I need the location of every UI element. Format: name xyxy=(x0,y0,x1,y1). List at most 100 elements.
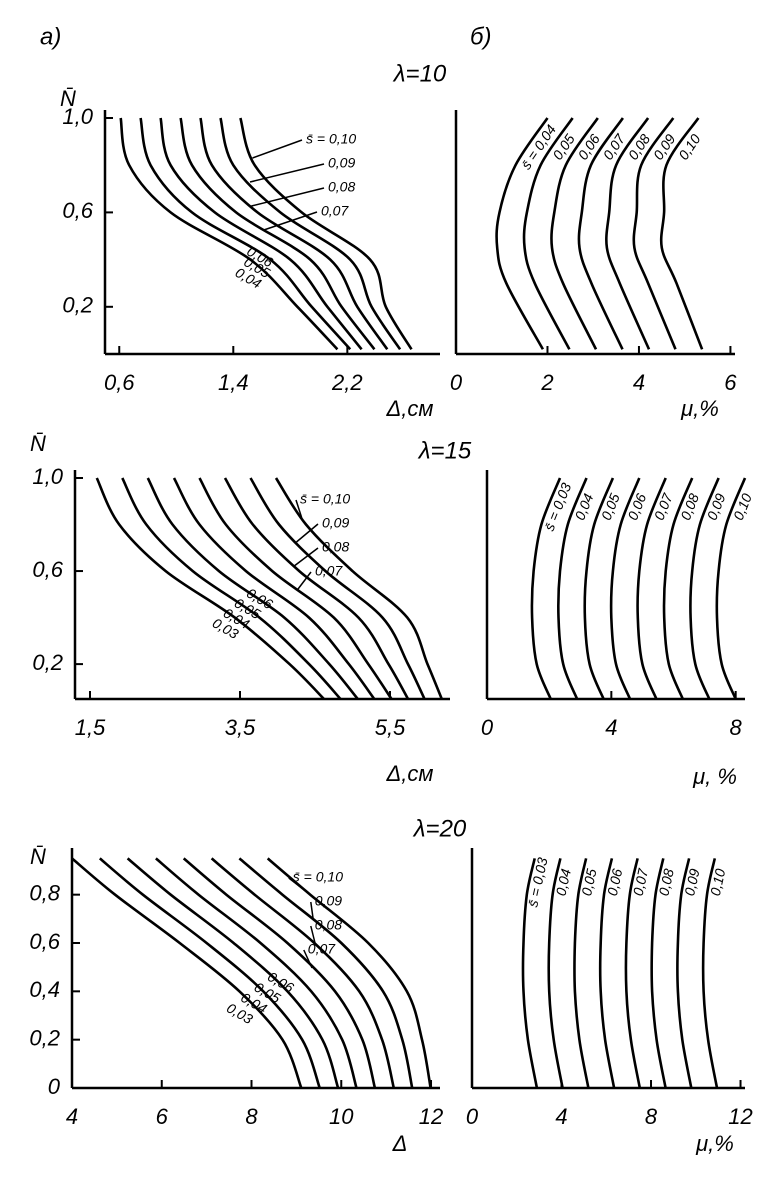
curve xyxy=(172,477,376,700)
curve xyxy=(573,858,590,1089)
x-tick-label: 2,2 xyxy=(331,370,363,395)
x-tick-label: 0 xyxy=(481,715,494,740)
curve xyxy=(583,477,615,700)
y-tick-label: 0,6 xyxy=(32,557,63,582)
curve-label: 0,08 xyxy=(677,491,702,522)
curve-label: 0,08 xyxy=(625,131,654,163)
y-tick-label: 0,8 xyxy=(29,880,60,905)
x-axis-label: μ,% xyxy=(695,1131,734,1156)
panel-label: а) xyxy=(40,23,61,50)
curve xyxy=(650,858,667,1089)
leader-line xyxy=(293,547,319,567)
curve xyxy=(624,858,642,1089)
curve-label: 0,06 xyxy=(624,491,649,522)
curve-label: 0,09 xyxy=(704,491,729,522)
curve-label: 0,10 xyxy=(730,491,755,522)
curve xyxy=(662,477,694,700)
y-tick-label: 0,6 xyxy=(29,929,60,954)
x-tick-label: 4 xyxy=(605,715,617,740)
x-tick-label: 0,6 xyxy=(104,370,135,395)
curve-label: 0,05 xyxy=(598,491,623,522)
leader-line xyxy=(295,523,319,543)
curve-label: 0,08 xyxy=(322,539,349,555)
curve-label: 0,10 xyxy=(675,131,704,163)
x-tick-label: 4 xyxy=(633,370,645,395)
curve-label: s̄ = 0,10 xyxy=(293,869,343,885)
curve xyxy=(199,117,389,351)
curve xyxy=(159,117,363,351)
curve xyxy=(530,477,562,700)
curve xyxy=(609,477,641,700)
curve xyxy=(274,477,444,700)
curve xyxy=(522,117,574,350)
curve-label: 0,07 xyxy=(321,203,349,219)
curve xyxy=(495,117,549,350)
curve xyxy=(98,857,321,1089)
curve xyxy=(598,858,616,1089)
x-tick-label: 0 xyxy=(466,1104,479,1129)
curve-label: 0,09 xyxy=(650,131,679,163)
y-tick-label: 1,0 xyxy=(32,464,63,489)
y-tick-label: 0,2 xyxy=(29,1025,60,1050)
x-tick-label: 2 xyxy=(540,370,553,395)
curve xyxy=(95,477,325,700)
x-tick-label: 6 xyxy=(724,370,737,395)
curve xyxy=(126,857,340,1089)
y-tick-label: 0,6 xyxy=(62,198,93,223)
curve-label: 0,07 xyxy=(651,490,676,522)
curve xyxy=(198,477,393,700)
curve xyxy=(239,117,413,350)
curve xyxy=(547,858,564,1089)
curve-label: 0,09 xyxy=(328,155,355,171)
x-tick-label: 10 xyxy=(329,1104,354,1129)
curve-label: 0,08 xyxy=(328,179,355,195)
curve xyxy=(521,858,539,1089)
x-tick-label: 5,5 xyxy=(375,715,406,740)
leader-line xyxy=(310,925,316,945)
curve-label: 0,08 xyxy=(655,867,676,897)
curve-label: s̄ = 0,03 xyxy=(524,856,550,909)
x-tick-label: 8 xyxy=(645,1104,658,1129)
row-title: λ=15 xyxy=(417,437,472,464)
curve-label: 0,07 xyxy=(600,130,629,163)
curve-label: s̄ = 0,03 xyxy=(541,480,575,533)
leader-line xyxy=(249,163,325,183)
curve-label: s̄ = 0,10 xyxy=(306,131,356,147)
x-tick-label: 1,4 xyxy=(218,370,249,395)
x-axis-label: Δ,см xyxy=(386,761,434,786)
x-axis-label: Δ xyxy=(392,1131,408,1156)
curve-label: 0,08 xyxy=(315,917,342,933)
curve-label: 0,09 xyxy=(322,515,349,531)
curve-label: 0,06 xyxy=(604,867,625,897)
curve xyxy=(146,477,359,700)
curve-label: 0,10 xyxy=(707,867,728,897)
curve-label: 0,09 xyxy=(681,867,702,897)
curve xyxy=(71,857,303,1089)
leader-line xyxy=(252,139,303,159)
leader-line xyxy=(303,949,313,969)
curve-label: 0,04 xyxy=(571,491,596,522)
x-tick-label: 4 xyxy=(66,1104,78,1129)
curve xyxy=(659,117,704,350)
curve xyxy=(210,857,396,1089)
leader-line xyxy=(295,499,303,519)
curve xyxy=(223,477,410,700)
x-tick-label: 1,5 xyxy=(75,715,106,740)
panel-label: б) xyxy=(470,23,492,50)
y-tick-label: 0,2 xyxy=(62,293,93,318)
y-axis-label: N̄ xyxy=(30,431,46,456)
curve xyxy=(701,858,719,1089)
curve xyxy=(605,117,651,350)
curve xyxy=(715,477,747,700)
curve xyxy=(119,117,339,351)
curve xyxy=(550,117,599,350)
x-axis-label: μ,% xyxy=(680,396,719,421)
y-axis-label: N̄ xyxy=(60,86,76,111)
leader-line xyxy=(288,877,313,897)
curve-label: 0,07 xyxy=(630,866,652,897)
row-title: λ=10 xyxy=(392,60,447,87)
curve xyxy=(238,857,414,1089)
y-tick-label: 1,0 xyxy=(62,104,93,129)
curve xyxy=(179,117,376,351)
